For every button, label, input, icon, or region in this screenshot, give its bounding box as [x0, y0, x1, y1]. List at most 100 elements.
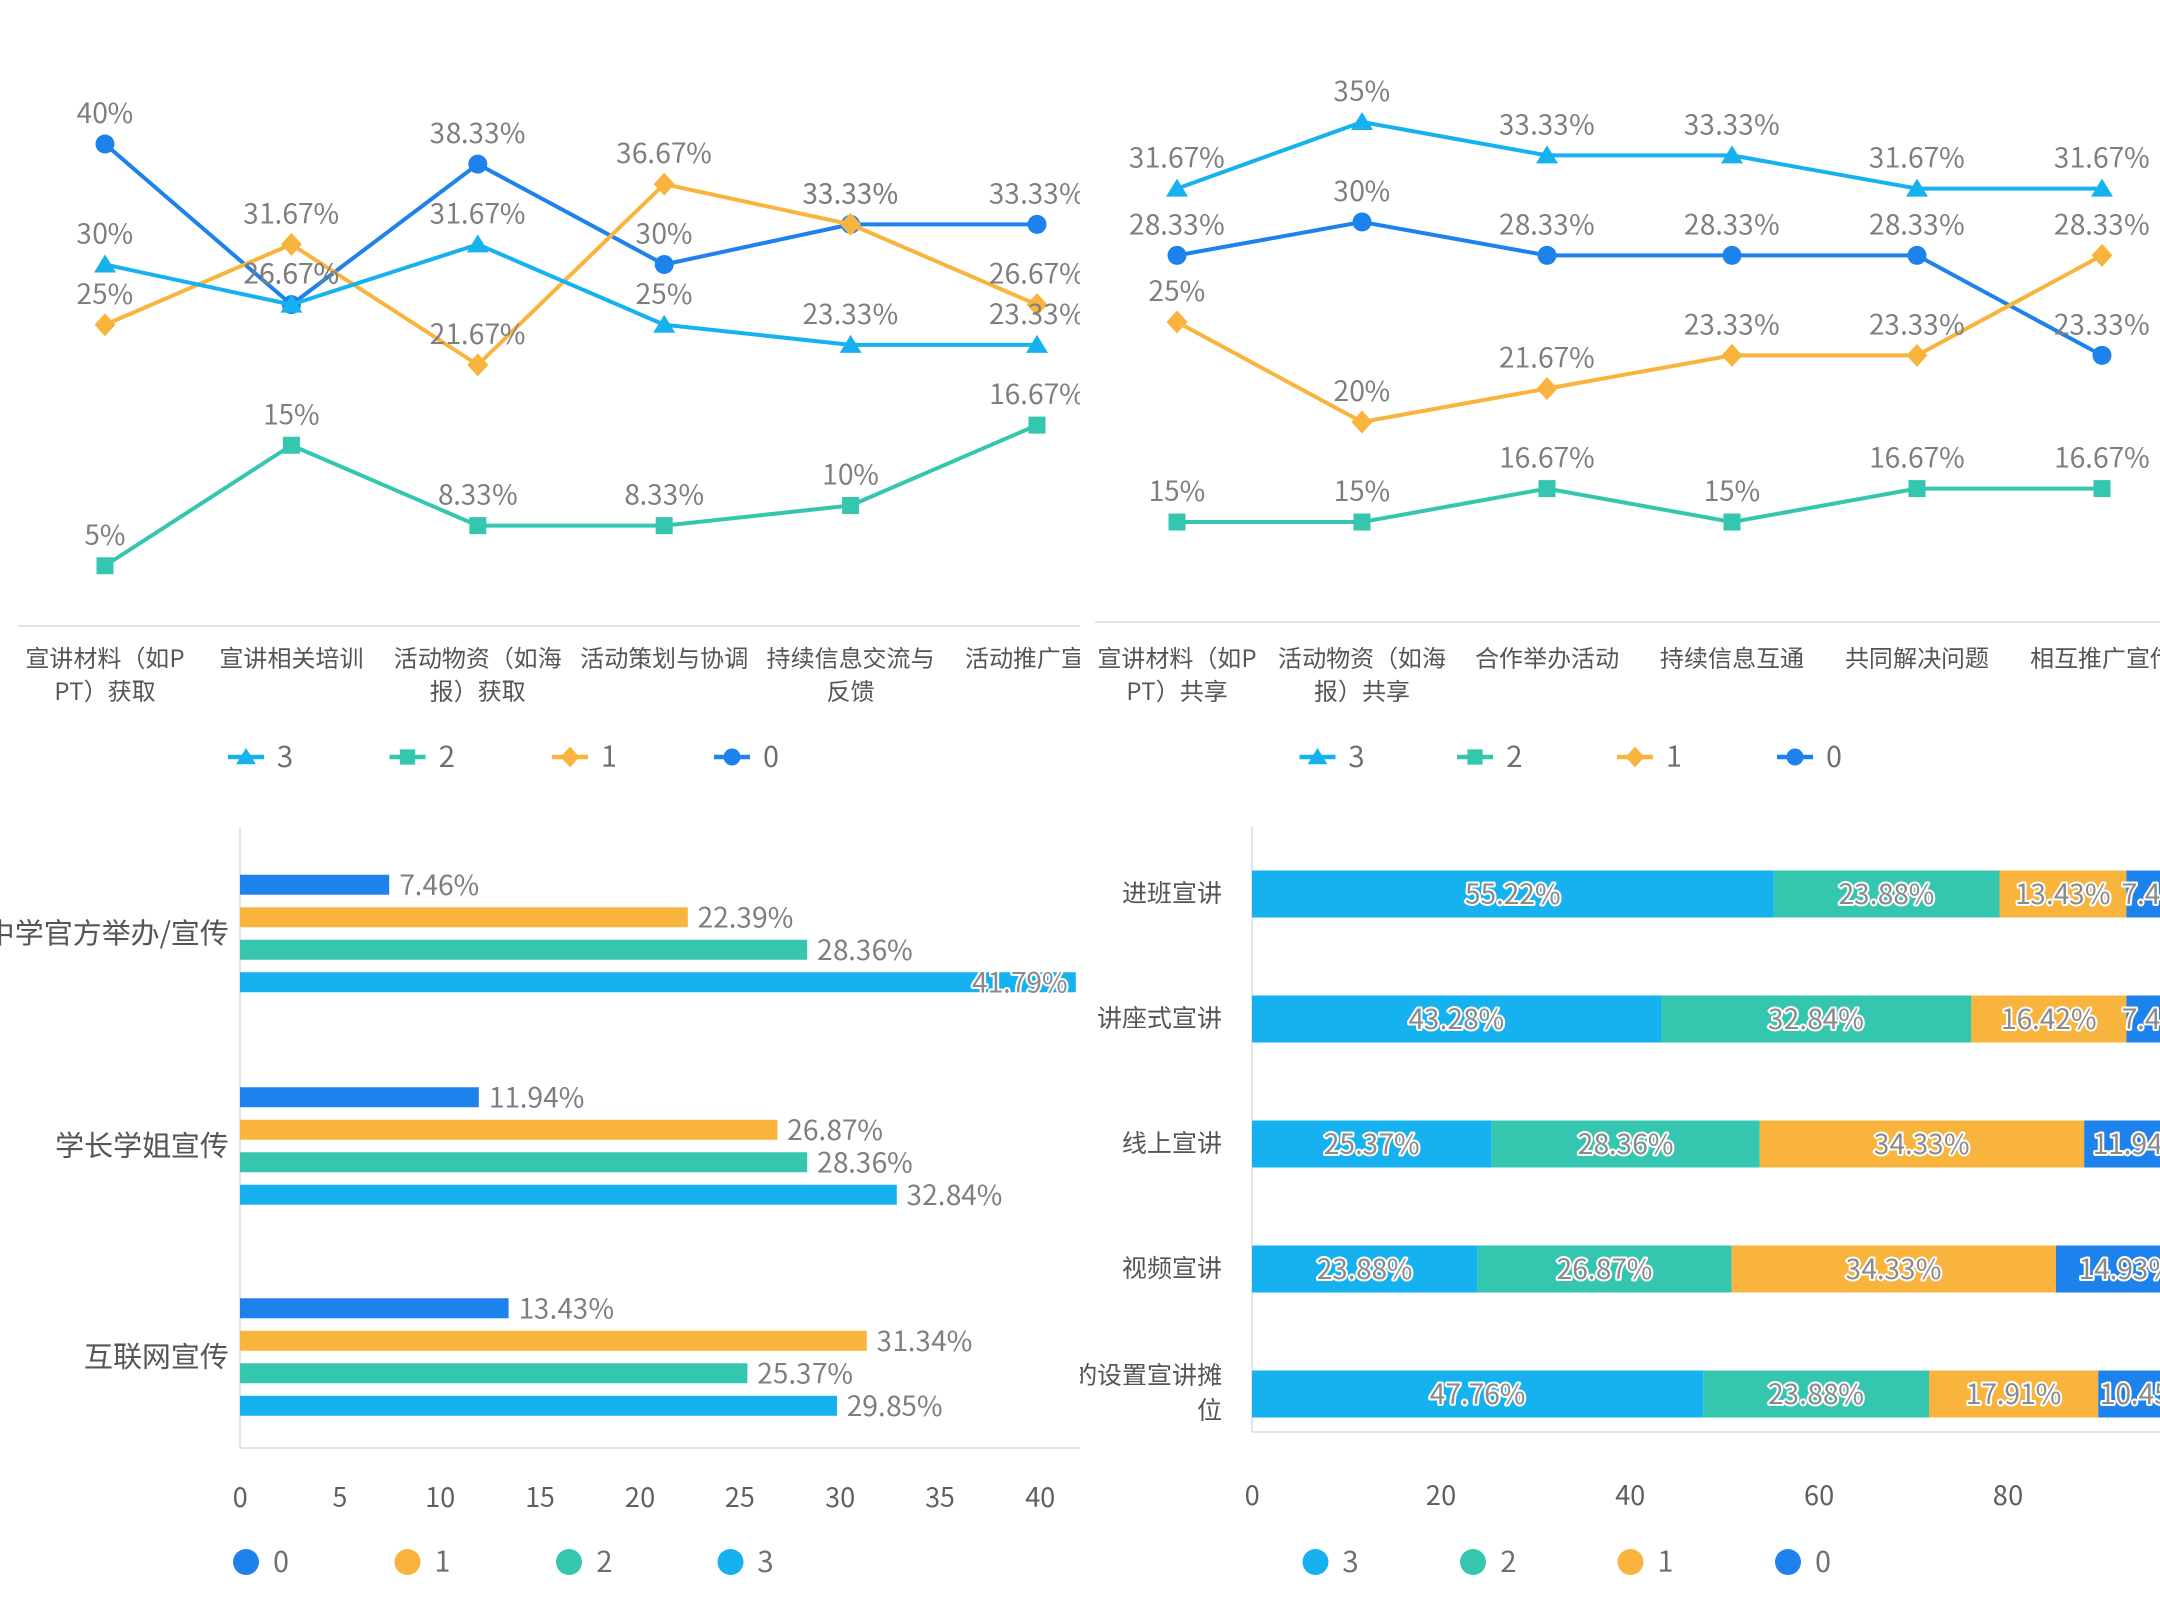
point-marker-circle	[1907, 245, 1927, 265]
legend-item-1[interactable]: 1	[1617, 734, 1682, 776]
point-marker-diamond	[1721, 343, 1743, 367]
line-series-1	[1166, 243, 2113, 434]
legend-item-2[interactable]: 2	[556, 1539, 612, 1581]
series-line	[103, 423, 1038, 568]
data-label: 15%	[1704, 470, 1761, 510]
legend-item-0[interactable]: 0	[714, 734, 779, 776]
data-label: 8.33%	[624, 474, 704, 514]
legend-marker-square	[1467, 749, 1483, 765]
legend-item-3[interactable]: 3	[1302, 1539, 1359, 1581]
data-label: 10.45%	[2100, 1373, 2160, 1413]
series-line	[104, 182, 1038, 367]
line-series-2	[1168, 480, 2111, 531]
legend-item-2[interactable]: 2	[389, 734, 455, 776]
stack-segment-1	[1731, 1245, 2057, 1293]
data-label: 31.67%	[1129, 137, 1225, 177]
data-label: 47.76%	[1430, 1373, 1526, 1413]
data-label: 25%	[77, 273, 134, 313]
data-label: 33.33%	[1684, 103, 1780, 143]
legend-item-2[interactable]: 2	[1457, 734, 1522, 776]
legend-item-3[interactable]: 3	[717, 1539, 774, 1581]
category-label: 报）获取	[430, 672, 526, 707]
legend-item-1[interactable]: 1	[394, 1539, 451, 1581]
data-label: 34.33%	[1874, 1123, 1970, 1163]
series-line	[1176, 120, 2102, 191]
stack-segment-3	[1252, 1245, 1478, 1293]
category-label: 活动物资（如海	[394, 639, 562, 674]
legend-swatch	[556, 1549, 582, 1575]
point-marker-square	[842, 497, 860, 514]
legend-label: 0	[763, 734, 779, 776]
data-label: 7.46%	[2122, 998, 2160, 1038]
stack-segment-1	[1999, 870, 2127, 918]
stack-segment-2	[1703, 1370, 1929, 1418]
legend-label: 2	[1500, 1539, 1516, 1581]
legend-label: 1	[1666, 734, 1682, 776]
legend-item-0[interactable]: 0	[1777, 734, 1842, 776]
data-label: 11.94%	[489, 1076, 585, 1116]
legend-label: 3	[758, 1539, 774, 1581]
line-chart-svg: 28.33%30%28.33% 28.33% 28.33%23.33%25%20%2…	[1095, 70, 2160, 776]
data-label: 33.33%	[803, 172, 899, 212]
point-marker-square	[655, 517, 673, 535]
line-series-0	[95, 134, 1047, 315]
legend-item-3[interactable]: 3	[228, 734, 293, 776]
legend-marker-diamond	[560, 746, 580, 768]
data-label: 28.33%	[1869, 203, 1965, 243]
x-axis-ticks: 0 20 40 60 80	[1245, 1474, 2023, 1513]
legend-label: 0	[1826, 734, 1842, 776]
legend-item-2[interactable]: 2	[1460, 1539, 1516, 1581]
legend: 3 2 1 0	[228, 734, 779, 776]
series-labels-0: 28.33% 30% 28.33% 28.33% 28.33% 23.33%	[1129, 170, 2150, 343]
stack-segment-3	[1252, 870, 1774, 918]
point-marker-square	[2093, 480, 2111, 498]
point-marker-diamond	[653, 172, 675, 196]
data-label: 30%	[1334, 170, 1391, 210]
point-marker-triangle	[653, 314, 676, 333]
data-label: 31.67%	[244, 192, 340, 232]
legend-item-0[interactable]: 0	[233, 1539, 289, 1581]
category-label: 相互推广宣传	[2030, 639, 2160, 674]
legend-item-1[interactable]: 1	[552, 734, 617, 776]
data-label: 23.88%	[1768, 1373, 1864, 1413]
category-label: PT）共享	[1126, 672, 1228, 707]
legend-swatch	[1302, 1549, 1329, 1575]
legend-marker-diamond	[1625, 746, 1645, 768]
data-label: 26.87%	[1557, 1248, 1653, 1288]
bar-1	[240, 1119, 778, 1140]
data-label: 28.36%	[817, 929, 913, 969]
series-labels-3: 30% 26.67% 31.67% 25% 23.33% 23.33%	[77, 192, 1080, 332]
legend-label: 3	[1343, 1539, 1359, 1581]
point-marker-diamond	[1351, 410, 1373, 434]
legend-item-1[interactable]: 1	[1617, 1539, 1674, 1581]
series-labels-2: 5% 15% 8.33% 8.33% 10% 16.67%	[84, 373, 1080, 554]
line-series-3	[94, 234, 1048, 353]
tick-label: 20	[625, 1476, 655, 1515]
series-labels-2: 15% 15% 16.67% 15% 16.67% 16.67%	[1149, 437, 2150, 510]
point-marker-square	[96, 557, 114, 575]
point-marker-diamond	[1536, 377, 1558, 401]
stack-segment-0	[2098, 1370, 2160, 1418]
legend-item-3[interactable]: 3	[1299, 734, 1365, 776]
category-label: 视频宣讲	[1122, 1249, 1222, 1285]
legend-item-0[interactable]: 0	[1775, 1539, 1831, 1581]
data-label: 25%	[1149, 270, 1206, 310]
data-label: 40%	[77, 92, 134, 132]
stack-segment-1	[1759, 1120, 2085, 1168]
data-label: 33.33%	[1499, 103, 1595, 143]
category-label: 宣讲相关培训	[219, 639, 363, 674]
category-label: 活动物资（如海	[1278, 639, 1446, 674]
data-label: 16.67%	[1499, 437, 1595, 477]
legend-swatch	[717, 1549, 744, 1575]
legend-label: 3	[277, 734, 293, 776]
point-marker-circle	[654, 255, 674, 274]
point-marker-diamond	[280, 232, 302, 256]
data-label: 16.67%	[2054, 437, 2150, 477]
series-labels-1: 25% 31.67% 21.67% 36.67% 33.33% 26.67%	[77, 132, 1080, 353]
data-label: 10%	[822, 454, 879, 494]
data-label: 8.33%	[438, 474, 518, 514]
chart-lecture-format-stacked: 55.22% 23.88% 13.43% 7.46% 43.28% 32.84% 16.42…	[1080, 810, 2160, 1620]
legend-label: 1	[1658, 1539, 1674, 1581]
